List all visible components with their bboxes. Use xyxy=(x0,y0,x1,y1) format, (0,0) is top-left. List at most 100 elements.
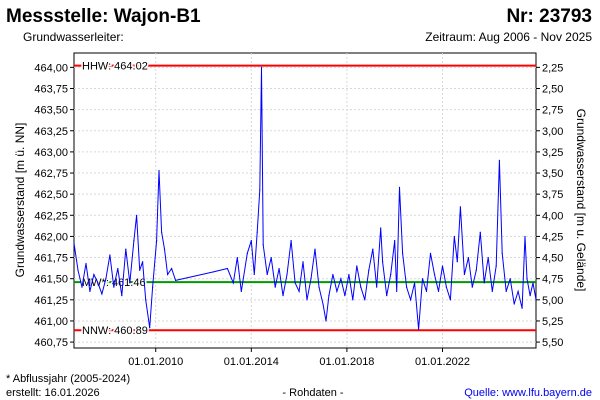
data-point xyxy=(495,265,497,267)
y2-tick-label: 5,25 xyxy=(542,316,563,328)
data-point xyxy=(410,299,412,301)
data-point xyxy=(491,290,493,292)
data-point xyxy=(166,273,169,276)
data-point xyxy=(524,235,526,238)
station-title: Messstelle: Wajon-B1 xyxy=(6,6,201,27)
data-point xyxy=(145,299,147,301)
data-point xyxy=(286,273,288,276)
data-point xyxy=(101,293,103,295)
data-point xyxy=(372,248,374,250)
data-point xyxy=(479,231,481,233)
data-point xyxy=(471,286,473,288)
data-point xyxy=(380,227,382,229)
data-point xyxy=(421,278,424,280)
data-point xyxy=(529,294,531,297)
y-axis-title: Grundwasserstand [m ü. NN] xyxy=(13,123,27,278)
y-tick-label: 462,25 xyxy=(34,210,68,222)
data-point xyxy=(93,273,95,276)
y2-tick-label: 4,50 xyxy=(542,253,563,265)
data-point xyxy=(156,240,158,242)
data-point xyxy=(133,240,135,242)
y2-tick-label: 3,75 xyxy=(542,189,563,201)
y2-tick-label: 5,00 xyxy=(542,295,563,307)
data-point xyxy=(97,282,99,284)
data-point xyxy=(505,290,507,292)
period-label: Zeitraum: Aug 2006 - Nov 2025 xyxy=(425,30,592,44)
data-point xyxy=(240,290,242,292)
data-point xyxy=(453,235,455,238)
data-point xyxy=(441,265,444,267)
data-point xyxy=(532,282,534,284)
data-point xyxy=(266,273,268,276)
y-axis-left: 464,00 463,75 463,50 463,25 463,00 462,75 462,… xyxy=(34,62,74,349)
data-point xyxy=(332,273,334,276)
data-point xyxy=(77,269,79,271)
y2-tick-label: 4,75 xyxy=(542,274,563,286)
data-point xyxy=(142,261,144,263)
data-point xyxy=(109,254,111,256)
y-tick-label: 463,00 xyxy=(34,147,68,159)
data-point xyxy=(325,320,327,322)
x-tick-label: 01.01.2022 xyxy=(415,356,470,368)
data-point xyxy=(401,252,404,254)
data-point xyxy=(163,248,166,250)
reference-line-label: HHW: 464.02 xyxy=(82,61,148,73)
data-point xyxy=(256,231,258,233)
data-point xyxy=(429,252,432,254)
data-point xyxy=(129,282,131,284)
y-tick-label: 464,00 xyxy=(34,62,68,74)
data-point xyxy=(149,327,151,329)
data-point xyxy=(232,282,234,284)
data-point xyxy=(483,282,485,284)
data-point xyxy=(282,294,284,297)
data-point xyxy=(425,290,428,292)
y2-tick-label: 3,25 xyxy=(542,147,563,159)
data-point xyxy=(475,269,477,271)
data-point xyxy=(513,303,515,305)
data-point xyxy=(328,294,330,297)
data-point xyxy=(386,294,388,297)
data-point xyxy=(274,286,276,288)
y-axis-right: 2,25 2,50 2,75 3,00 3,25 3,50 3,75 4,00 4,25 4,50… xyxy=(536,62,563,349)
data-point xyxy=(226,267,229,270)
data-point xyxy=(368,269,370,271)
y-tick-label: 463,50 xyxy=(34,105,68,117)
aquifer-label: Grundwasserleiter: xyxy=(23,30,124,44)
data-point xyxy=(322,303,324,305)
data-point xyxy=(394,240,396,242)
data-point xyxy=(259,189,261,191)
data-point xyxy=(113,286,115,288)
plot-frame xyxy=(73,52,537,349)
data-point xyxy=(278,267,280,270)
data-point xyxy=(302,261,304,263)
data-point xyxy=(306,299,308,301)
data-point xyxy=(396,290,398,292)
y-tick-label: 462,00 xyxy=(34,231,68,243)
y-tick-label: 463,75 xyxy=(34,84,68,96)
source-link[interactable]: Quelle: www.lfu.bayern.de xyxy=(464,387,592,399)
data-point xyxy=(498,159,501,161)
x-axis: 01.01.2010 01.01.2014 01.01.2018 01.01.2022 xyxy=(128,348,470,368)
data-point xyxy=(390,273,392,276)
data-point xyxy=(290,240,292,242)
created-date: erstellt: 16.01.2026 xyxy=(6,387,100,399)
data-point xyxy=(136,214,138,216)
data-point xyxy=(459,206,461,208)
data-point xyxy=(73,242,75,244)
y2-tick-label: 2,50 xyxy=(542,84,563,96)
data-point xyxy=(121,294,123,297)
data-point xyxy=(158,169,160,172)
data-point xyxy=(376,286,378,288)
y2-tick-label: 3,00 xyxy=(542,126,563,138)
data-point xyxy=(253,273,255,276)
data-point xyxy=(487,256,489,259)
y-tick-label: 461,00 xyxy=(34,316,68,328)
data-point xyxy=(405,286,408,288)
y2-tick-label: 3,50 xyxy=(542,168,563,180)
data-point xyxy=(318,286,320,288)
y-tick-label: 462,75 xyxy=(34,168,68,180)
x-tick-label: 01.01.2018 xyxy=(319,356,374,368)
data-point xyxy=(463,273,465,276)
data-point xyxy=(212,271,215,273)
data-point xyxy=(398,186,401,188)
